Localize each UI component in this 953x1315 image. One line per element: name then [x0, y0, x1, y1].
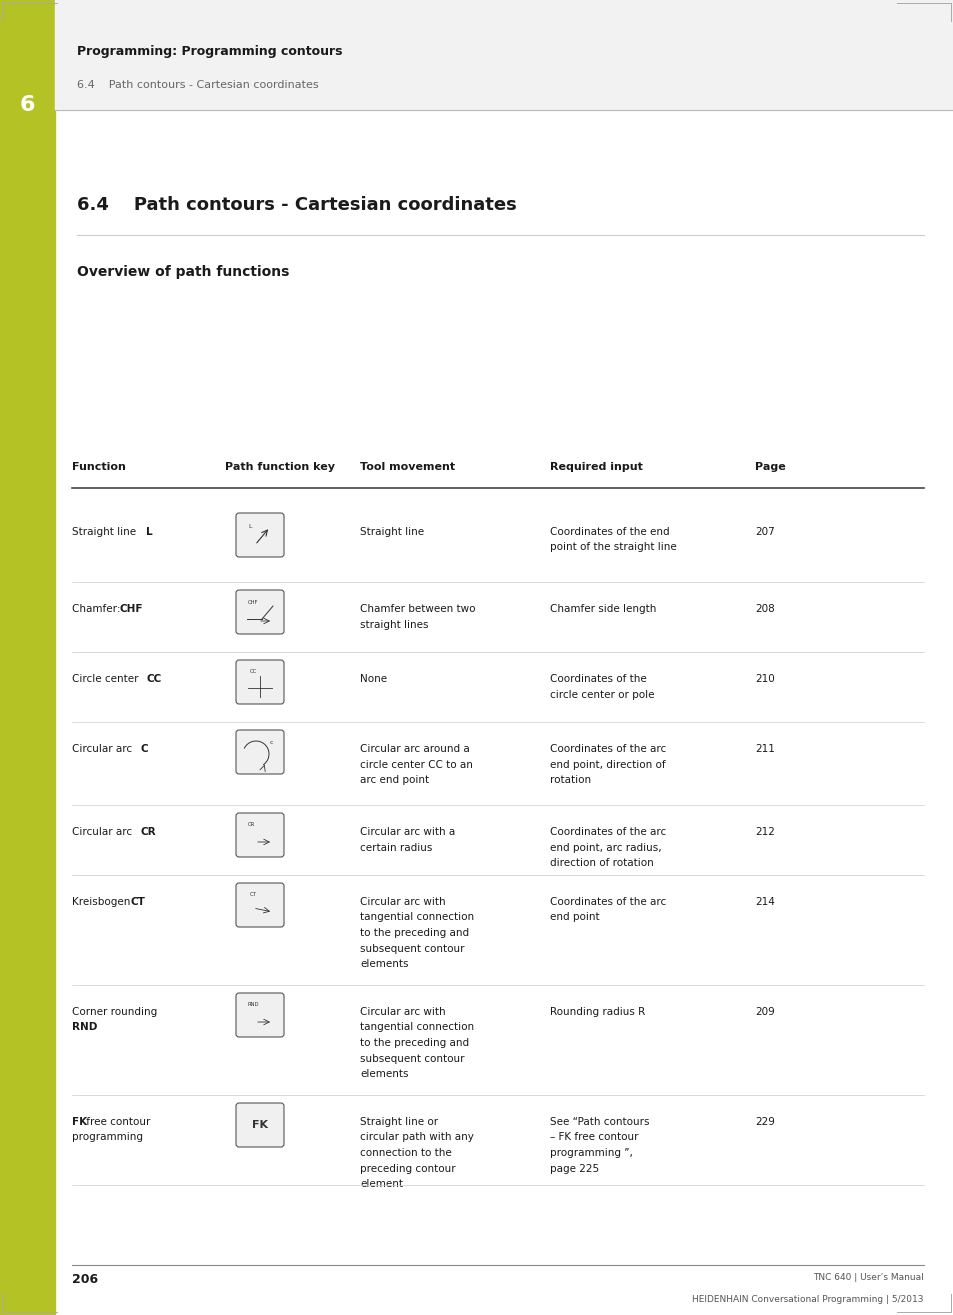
FancyBboxPatch shape — [235, 882, 284, 927]
Text: TNC 640 | User’s Manual: TNC 640 | User’s Manual — [812, 1273, 923, 1282]
Text: rotation: rotation — [550, 775, 591, 785]
Text: Chamfer side length: Chamfer side length — [550, 604, 656, 614]
Text: Straight line: Straight line — [71, 527, 139, 537]
Text: to the preceding and: to the preceding and — [359, 928, 469, 938]
Text: Tool movement: Tool movement — [359, 462, 455, 472]
Text: preceding contour: preceding contour — [359, 1164, 456, 1173]
Text: Circular arc with a: Circular arc with a — [359, 827, 455, 838]
Text: HEIDENHAIN Conversational Programming | 5/2013: HEIDENHAIN Conversational Programming | … — [692, 1295, 923, 1304]
Text: to the preceding and: to the preceding and — [359, 1038, 469, 1048]
Text: end point, arc radius,: end point, arc radius, — [550, 843, 661, 852]
Bar — [0, 0, 55, 1315]
Text: Circular arc: Circular arc — [71, 827, 135, 838]
Text: 6.4    Path contours - Cartesian coordinates: 6.4 Path contours - Cartesian coordinate… — [77, 80, 318, 89]
Text: CR: CR — [248, 822, 255, 827]
Text: Chamfer between two: Chamfer between two — [359, 604, 475, 614]
Text: See “Path contours: See “Path contours — [550, 1116, 649, 1127]
FancyBboxPatch shape — [235, 513, 284, 558]
Text: end point, direction of: end point, direction of — [550, 760, 665, 769]
Text: RND: RND — [247, 1002, 258, 1007]
Text: circle center or pole: circle center or pole — [550, 689, 654, 700]
Text: point of the straight line: point of the straight line — [550, 543, 676, 552]
Text: Corner rounding: Corner rounding — [71, 1007, 157, 1016]
Text: CC: CC — [250, 669, 257, 675]
FancyBboxPatch shape — [235, 590, 284, 634]
Text: c: c — [270, 740, 274, 746]
Text: L: L — [146, 527, 152, 537]
Text: circle center CC to an: circle center CC to an — [359, 760, 473, 769]
Text: Coordinates of the arc: Coordinates of the arc — [550, 744, 665, 753]
Text: CR: CR — [141, 827, 156, 838]
Text: element: element — [359, 1180, 402, 1189]
Text: Required input: Required input — [550, 462, 642, 472]
Text: 6.4    Path contours - Cartesian coordinates: 6.4 Path contours - Cartesian coordinate… — [77, 196, 517, 214]
Text: FK: FK — [252, 1120, 268, 1130]
Text: subsequent contour: subsequent contour — [359, 1053, 464, 1064]
Text: Coordinates of the: Coordinates of the — [550, 675, 646, 684]
Text: arc end point: arc end point — [359, 775, 429, 785]
Text: CT: CT — [250, 892, 256, 897]
Text: Circular arc around a: Circular arc around a — [359, 744, 469, 753]
Text: Chamfer:: Chamfer: — [71, 604, 124, 614]
FancyBboxPatch shape — [235, 813, 284, 857]
Text: elements: elements — [359, 1069, 408, 1080]
Text: CHF: CHF — [248, 600, 258, 605]
Text: tangential connection: tangential connection — [359, 913, 474, 923]
Text: CHF: CHF — [119, 604, 143, 614]
Text: Circular arc with: Circular arc with — [359, 897, 445, 907]
Text: – FK free contour: – FK free contour — [550, 1132, 638, 1143]
Text: Function: Function — [71, 462, 126, 472]
Text: 214: 214 — [754, 897, 774, 907]
Text: certain radius: certain radius — [359, 843, 432, 852]
Text: circular path with any: circular path with any — [359, 1132, 474, 1143]
Text: None: None — [359, 675, 387, 684]
Text: CT: CT — [131, 897, 145, 907]
Text: Kreisbogen: Kreisbogen — [71, 897, 133, 907]
Text: 6: 6 — [20, 95, 35, 114]
Text: programming: programming — [71, 1132, 143, 1143]
Text: Page: Page — [754, 462, 785, 472]
Text: Coordinates of the end: Coordinates of the end — [550, 527, 669, 537]
Text: elements: elements — [359, 959, 408, 969]
Text: 207: 207 — [754, 527, 774, 537]
Text: RND: RND — [71, 1023, 97, 1032]
Text: Circle center: Circle center — [71, 675, 142, 684]
Text: FK: FK — [71, 1116, 87, 1127]
Text: C: C — [141, 744, 149, 753]
Text: CC: CC — [146, 675, 161, 684]
Text: Overview of path functions: Overview of path functions — [77, 266, 289, 279]
Text: straight lines: straight lines — [359, 619, 428, 630]
Text: L: L — [248, 523, 252, 529]
Text: free contour: free contour — [83, 1116, 150, 1127]
Text: Path function key: Path function key — [225, 462, 335, 472]
Text: Circular arc: Circular arc — [71, 744, 135, 753]
Text: 211: 211 — [754, 744, 774, 753]
Text: Circular arc with: Circular arc with — [359, 1007, 445, 1016]
Text: Coordinates of the arc: Coordinates of the arc — [550, 897, 665, 907]
Text: Straight line or: Straight line or — [359, 1116, 437, 1127]
Text: page 225: page 225 — [550, 1164, 598, 1173]
Text: connection to the: connection to the — [359, 1148, 452, 1159]
FancyBboxPatch shape — [235, 660, 284, 704]
Bar — [55, 0, 953, 110]
Text: 229: 229 — [754, 1116, 774, 1127]
Text: end point: end point — [550, 913, 599, 923]
Text: direction of rotation: direction of rotation — [550, 857, 653, 868]
Text: programming ”,: programming ”, — [550, 1148, 632, 1159]
Text: 212: 212 — [754, 827, 774, 838]
Text: Coordinates of the arc: Coordinates of the arc — [550, 827, 665, 838]
Text: 210: 210 — [754, 675, 774, 684]
Text: 208: 208 — [754, 604, 774, 614]
Text: tangential connection: tangential connection — [359, 1023, 474, 1032]
FancyBboxPatch shape — [235, 1103, 284, 1147]
Text: Rounding radius R: Rounding radius R — [550, 1007, 644, 1016]
FancyBboxPatch shape — [235, 730, 284, 775]
Text: 206: 206 — [71, 1273, 98, 1286]
FancyBboxPatch shape — [235, 993, 284, 1038]
Text: Programming: Programming contours: Programming: Programming contours — [77, 46, 342, 58]
Text: 209: 209 — [754, 1007, 774, 1016]
Text: subsequent contour: subsequent contour — [359, 943, 464, 953]
Text: Straight line: Straight line — [359, 527, 424, 537]
